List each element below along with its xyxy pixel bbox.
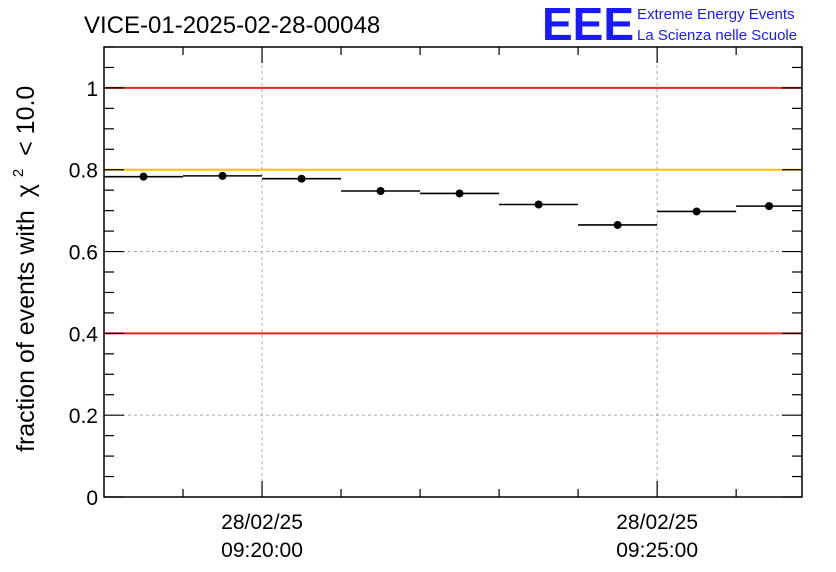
data-point [613,220,622,229]
grid [104,47,802,498]
data-point [218,171,227,180]
y-tick-label: 0.8 [69,160,98,183]
y-axis-label-chi: χ [12,184,40,197]
y-tick-label: 0 [86,487,98,510]
y-tick-label: 1 [86,78,98,101]
logo-mark: EEE [542,0,634,50]
reference-lines [104,86,802,335]
data-point [692,207,701,216]
logo-line-2: La Scienza nelle Scuole [637,27,797,44]
data-point [139,172,148,181]
axes [103,46,803,498]
data-point [376,187,385,195]
data-point [534,200,543,209]
y-tick-label: 0.6 [69,242,98,265]
x-tick-time-label: 09:20:00 [221,539,303,562]
y-axis-label-tail: < 10.0 [12,86,40,156]
data-point [297,174,306,183]
plot-frame [103,46,803,498]
y-tick-label: 0.4 [69,323,99,346]
y-tick-label: 0.2 [69,405,98,428]
logo-line-1: Extreme Energy Events [637,6,795,23]
x-tick-date-label: 28/02/25 [616,511,698,534]
x-tick-time-label: 09:25:00 [616,539,698,562]
y-axis-label-exponent: 2 [10,169,27,177]
y-axis-label: fraction of events with χ 2 < 10.0 [1,86,40,452]
data-point [455,189,464,198]
chart-title: VICE-01-2025-02-28-00048 [84,12,380,39]
data-points [104,171,802,229]
data-point [765,202,774,211]
x-tick-date-label: 28/02/25 [221,511,303,534]
tick-labels: 0 0.2 0.4 0.6 0.8 1 28/02/25 09:20:00 28/02/25 09… [69,78,698,562]
y-axis-label-text: fraction of events with [12,210,40,452]
logo: EEE Extreme Energy Events La Scienza nel… [542,0,797,50]
